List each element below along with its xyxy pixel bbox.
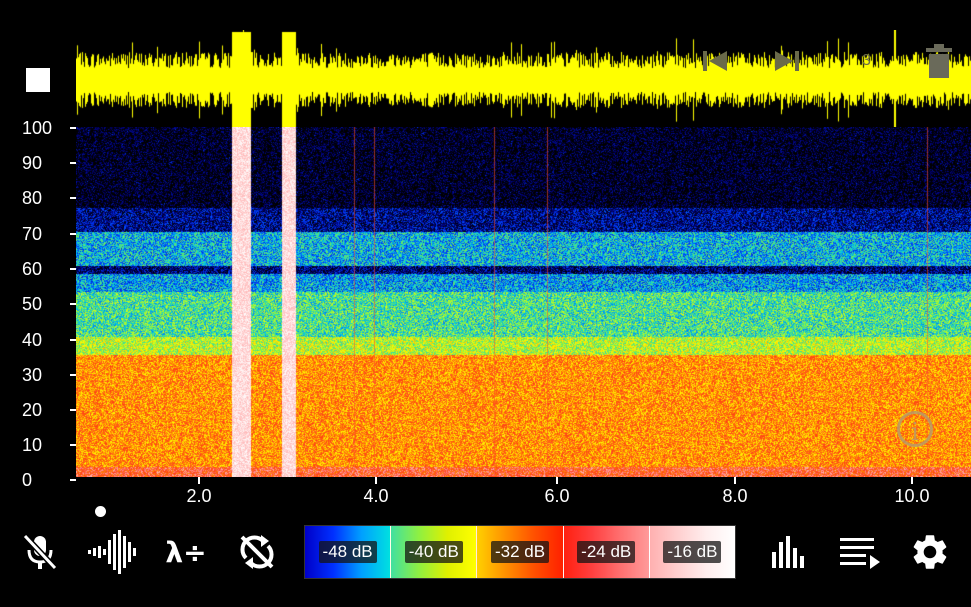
waveform-display [76,30,971,130]
x-tick: 4.0 [363,486,389,506]
skip-next-icon[interactable] [772,48,802,74]
y-tick-marks [70,127,76,481]
mic-off-button[interactable] [20,532,60,572]
x-tick: 2.0 [186,486,212,506]
y-tick: 100 [22,118,53,138]
spectrogram [76,127,971,477]
colorbar-segment: -24 dB [562,526,649,578]
playlist-play-icon [840,538,880,569]
stop-button[interactable] [26,68,50,92]
y-tick: 80 [22,188,43,208]
mic-off-icon [22,533,58,571]
colorbar-segment: -40 dB [390,526,477,578]
colorbar-legend: -48 dB -40 dB -32 dB -24 dB -16 dB [304,525,736,579]
settings-button[interactable] [908,532,952,572]
info-icon[interactable]: i [897,411,933,447]
colorbar-label: -48 dB [318,541,377,563]
waveform-button[interactable] [86,530,138,574]
colorbar-label: -40 dB [404,541,463,563]
y-tick: 40 [22,330,43,350]
y-tick: 60 [22,259,43,279]
sync-disabled-button[interactable] [237,532,277,572]
x-tick: 10.0 [894,486,930,506]
y-tick: 90 [22,153,43,173]
colorbar-label: -24 dB [577,541,636,563]
sync-disabled-icon [240,535,274,569]
x-tick-marks [198,477,913,484]
page-counter: 3 [862,52,871,69]
wavelength-divide-icon: λ÷ [165,535,207,569]
bar-chart-button[interactable] [768,532,808,572]
waveform-icon [88,530,136,574]
colorbar-segment: -16 dB [648,526,736,578]
colorbar-label: -32 dB [490,541,550,563]
x-tick: 6.0 [544,486,570,506]
y-tick: 10 [22,435,43,455]
active-indicator-dot [95,506,106,517]
bar-chart-icon [772,536,804,568]
y-tick: 0 [22,470,33,490]
x-tick: 8.0 [722,486,748,506]
wavelength-divide-button[interactable]: λ÷ [164,532,208,572]
colorbar-segment: -32 dB [476,526,563,578]
trash-icon[interactable] [924,44,954,80]
y-tick: 20 [22,400,43,420]
colorbar-label: -16 dB [663,541,722,563]
y-tick: 50 [22,294,43,314]
colorbar-segment: -48 dB [305,526,391,578]
y-tick: 30 [22,365,43,385]
y-tick: 70 [22,224,43,244]
playlist-button[interactable] [838,532,882,572]
skip-previous-icon[interactable] [700,48,730,74]
gear-icon [913,535,947,569]
